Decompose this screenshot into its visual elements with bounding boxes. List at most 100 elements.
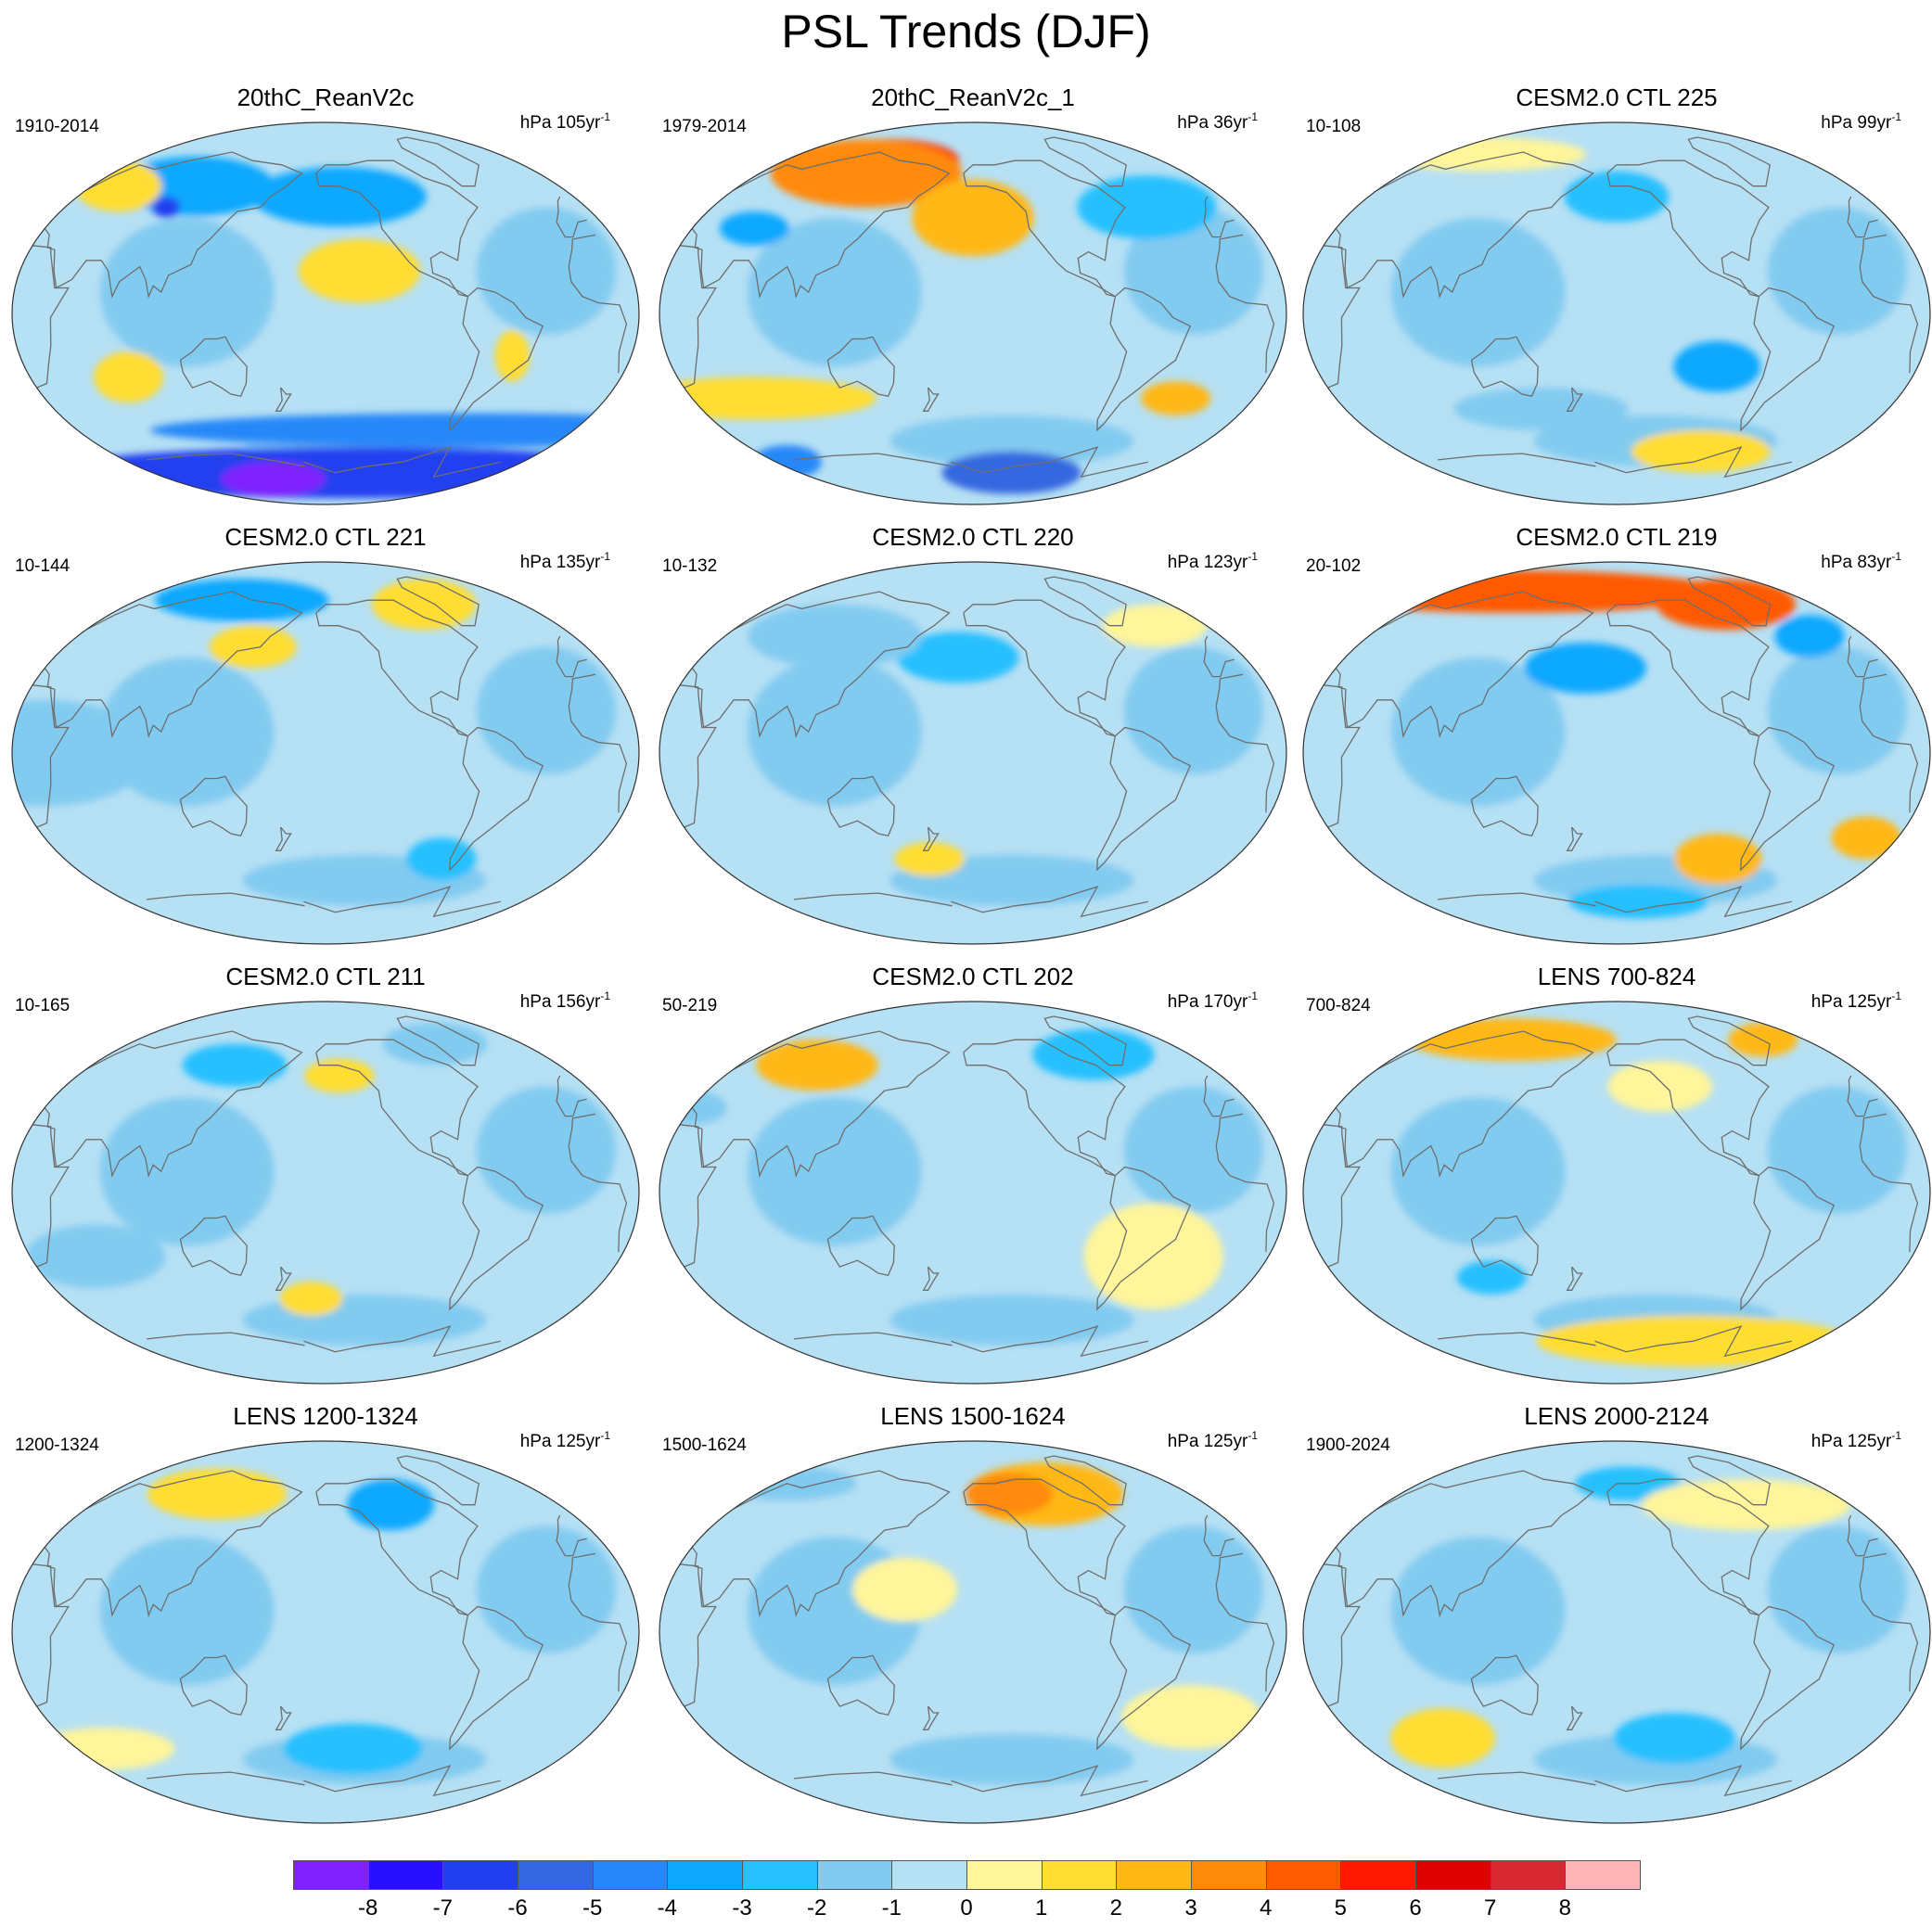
trend-contour [1767, 1525, 1908, 1653]
world-map [1302, 1440, 1931, 1824]
colorbar-swatch [1565, 1860, 1641, 1890]
coastlines [680, 136, 1275, 479]
panel-units: hPa 125yr-1 [1811, 1430, 1901, 1452]
trend-contour [1674, 833, 1762, 885]
trend-contour [770, 139, 963, 208]
trend-contour [747, 1097, 922, 1246]
trend-field [747, 604, 1264, 906]
coast-new-zealand [922, 387, 940, 412]
coast-africa [32, 673, 628, 828]
units-label: hPa 123yr [1167, 553, 1248, 572]
trend-contour [1631, 429, 1772, 473]
coast-australia [1470, 336, 1539, 398]
coastlines [1324, 136, 1919, 479]
panel-units: hPa 156yr-1 [520, 990, 610, 1013]
trend-contour [99, 1097, 275, 1246]
panel-units: hPa 125yr-1 [520, 1429, 610, 1452]
trend-contour [897, 632, 1019, 683]
trend-contour [347, 1479, 434, 1531]
units-label: hPa 125yr [1810, 992, 1892, 1012]
coast-australia [179, 336, 248, 398]
map-panel: LENS 700-824 700-824 hPa 125yr-1 [1299, 963, 1932, 1398]
colorbar-swatch [667, 1860, 743, 1890]
trend-contour [748, 604, 923, 669]
coast-north-america [1606, 599, 1770, 737]
coast-antarctica [1438, 1325, 1792, 1358]
map-panel: CESM2.0 CTL 220 10-132 hPa 123yr-1 [655, 523, 1291, 959]
map-panel: CESM2.0 CTL 211 10-165 hPa 156yr-1 [7, 963, 644, 1398]
coastlines [32, 1455, 628, 1797]
world-map [1302, 121, 1931, 505]
panel-title: CESM2.0 CTL 220 [872, 523, 1074, 551]
trend-contour [1377, 137, 1587, 172]
panel-title: CESM2.0 CTL 225 [1516, 83, 1718, 111]
trend-contour [99, 1537, 275, 1686]
coast-new-zealand [1566, 1266, 1583, 1291]
coast-greenland [396, 136, 480, 187]
map-background [12, 1441, 639, 1823]
coast-north-america [963, 1039, 1126, 1177]
colorbar-tick-label: 2 [1109, 1895, 1122, 1921]
map-border [659, 121, 1287, 505]
coast-greenland [396, 1015, 480, 1066]
panel-period: 50-219 [662, 996, 718, 1015]
map-border [11, 1001, 640, 1385]
map-panel: LENS 1500-1624 1500-1624 hPa 125yr-1 [655, 1402, 1291, 1838]
coast-north-america [1606, 160, 1770, 298]
units-exponent: -1 [600, 1429, 610, 1442]
panel-period: 1979-2014 [662, 117, 747, 136]
coast-greenland [1043, 1015, 1127, 1066]
trend-contour [251, 167, 427, 227]
world-map [659, 1001, 1287, 1385]
panel-period: 10-165 [15, 996, 70, 1015]
panel-units: hPa 170yr-1 [1167, 990, 1258, 1013]
trend-contour [1831, 816, 1901, 860]
panel-period: 1500-1624 [662, 1436, 747, 1455]
coast-australia [179, 1654, 248, 1716]
coast-africa [680, 1552, 1275, 1707]
coastlines [32, 136, 628, 479]
coastlines [1324, 576, 1919, 918]
coast-new-zealand [275, 387, 292, 412]
panel-title: LENS 1200-1324 [233, 1402, 418, 1430]
colorbar-tick-label: 4 [1259, 1895, 1273, 1921]
panel-period: 10-132 [662, 556, 718, 576]
colorbar-tick-label: -8 [357, 1895, 378, 1921]
map-background [12, 1002, 639, 1384]
coast-greenland [1043, 576, 1127, 627]
map-panel: CESM2.0 CTL 202 50-219 hPa 170yr-1 [655, 963, 1291, 1398]
coast-greenland [1043, 136, 1127, 187]
units-exponent: -1 [1247, 1429, 1258, 1442]
units-label: hPa 170yr [1167, 992, 1248, 1012]
coast-antarctica [147, 446, 501, 479]
colorbar-swatch [1415, 1860, 1491, 1890]
coast-north-america [315, 160, 479, 298]
coast-new-zealand [275, 826, 292, 851]
units-label: hPa 99yr [1821, 113, 1892, 133]
colorbar-swatch [816, 1860, 893, 1890]
units-exponent: -1 [600, 550, 610, 563]
units-exponent: -1 [1891, 989, 1901, 1002]
world-map [11, 561, 640, 945]
units-exponent: -1 [1247, 550, 1258, 563]
trend-contour [1642, 1479, 1851, 1531]
world-map [1302, 1001, 1931, 1385]
trend-contour [1456, 1260, 1527, 1295]
trend-contour [41, 447, 639, 499]
trend-contour [1407, 1018, 1617, 1062]
map-panel: CESM2.0 CTL 225 10-108 hPa 99yr-1 [1299, 83, 1932, 519]
coastlines [32, 1015, 628, 1358]
units-label: hPa 105yr [519, 113, 601, 133]
panel-period: 10-144 [15, 556, 70, 576]
coast-antarctica [1438, 446, 1792, 479]
trend-contour [1123, 207, 1264, 335]
map-border [1302, 1440, 1931, 1824]
coast-australia [179, 775, 248, 837]
trend-contour [1390, 657, 1566, 807]
coast-north-america [963, 160, 1126, 298]
trend-contour [209, 625, 297, 669]
panel-title: CESM2.0 CTL 221 [224, 523, 427, 551]
trend-contour [1607, 1061, 1713, 1113]
coast-eurasia [1335, 151, 1878, 299]
trend-contour [1390, 218, 1566, 367]
